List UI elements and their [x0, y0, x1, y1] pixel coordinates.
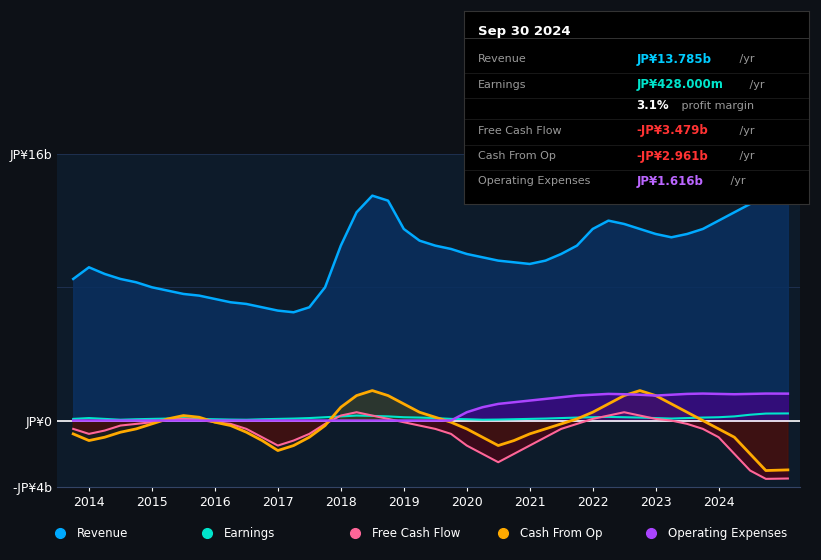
Text: Operating Expenses: Operating Expenses	[667, 527, 787, 540]
Text: JP¥1.616b: JP¥1.616b	[636, 175, 703, 188]
Text: Earnings: Earnings	[478, 80, 526, 90]
Text: Sep 30 2024: Sep 30 2024	[478, 25, 571, 38]
Text: -JP¥2.961b: -JP¥2.961b	[636, 150, 708, 162]
Text: Cash From Op: Cash From Op	[520, 527, 603, 540]
Text: Operating Expenses: Operating Expenses	[478, 176, 590, 186]
Text: Revenue: Revenue	[76, 527, 128, 540]
Text: Revenue: Revenue	[478, 54, 526, 64]
Text: /yr: /yr	[736, 126, 754, 136]
Text: /yr: /yr	[736, 151, 754, 161]
Text: JP¥428.000m: JP¥428.000m	[636, 78, 723, 91]
Text: 3.1%: 3.1%	[636, 99, 669, 113]
Text: JP¥13.785b: JP¥13.785b	[636, 53, 711, 66]
Text: Free Cash Flow: Free Cash Flow	[372, 527, 461, 540]
Text: -JP¥3.479b: -JP¥3.479b	[636, 124, 708, 138]
Text: /yr: /yr	[736, 54, 754, 64]
Text: profit margin: profit margin	[678, 101, 754, 111]
Text: /yr: /yr	[746, 80, 764, 90]
Text: Cash From Op: Cash From Op	[478, 151, 556, 161]
Text: Earnings: Earnings	[224, 527, 276, 540]
Text: Free Cash Flow: Free Cash Flow	[478, 126, 562, 136]
Text: /yr: /yr	[727, 176, 745, 186]
